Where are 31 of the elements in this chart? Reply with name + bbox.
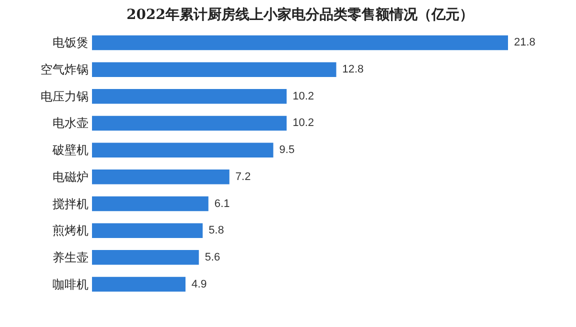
data-label: 12.8 [342,64,364,76]
data-label: 5.6 [204,251,220,264]
bar [92,142,274,158]
data-label: 10.2 [292,90,314,102]
bar [92,170,230,184]
y-tick-label: 电磁炉 [52,170,88,184]
bar [92,196,208,212]
data-label: 5.8 [208,224,224,237]
data-label: 6.1 [214,198,230,210]
data-label: 4.9 [192,278,207,290]
y-tick-label: 电压力锅 [40,89,88,104]
bar [92,223,203,238]
y-tick-label: 电饭煲 [52,36,88,50]
y-tick-label: 空气炸锅 [40,62,88,77]
data-label: 10.2 [292,117,314,130]
y-tick-label: 咖啡机 [52,277,88,292]
bar [92,35,508,50]
bar [92,276,186,292]
bar [92,89,287,104]
chart-title: 2022年累计厨房线上小家电分品类零售额情况（亿元） [126,6,474,23]
y-tick-label: 破壁机 [52,143,88,158]
bar [92,62,336,77]
y-tick-label: 电水壶 [52,116,88,130]
y-tick-label: 煎烤机 [52,224,88,238]
y-tick-label: 搅拌机 [52,196,88,211]
data-label: 7.2 [235,170,251,183]
bar [92,116,287,131]
data-label: 9.5 [279,144,295,156]
y-tick-label: 养生壶 [52,250,88,264]
bar [92,250,199,265]
data-label: 21.8 [514,36,536,49]
